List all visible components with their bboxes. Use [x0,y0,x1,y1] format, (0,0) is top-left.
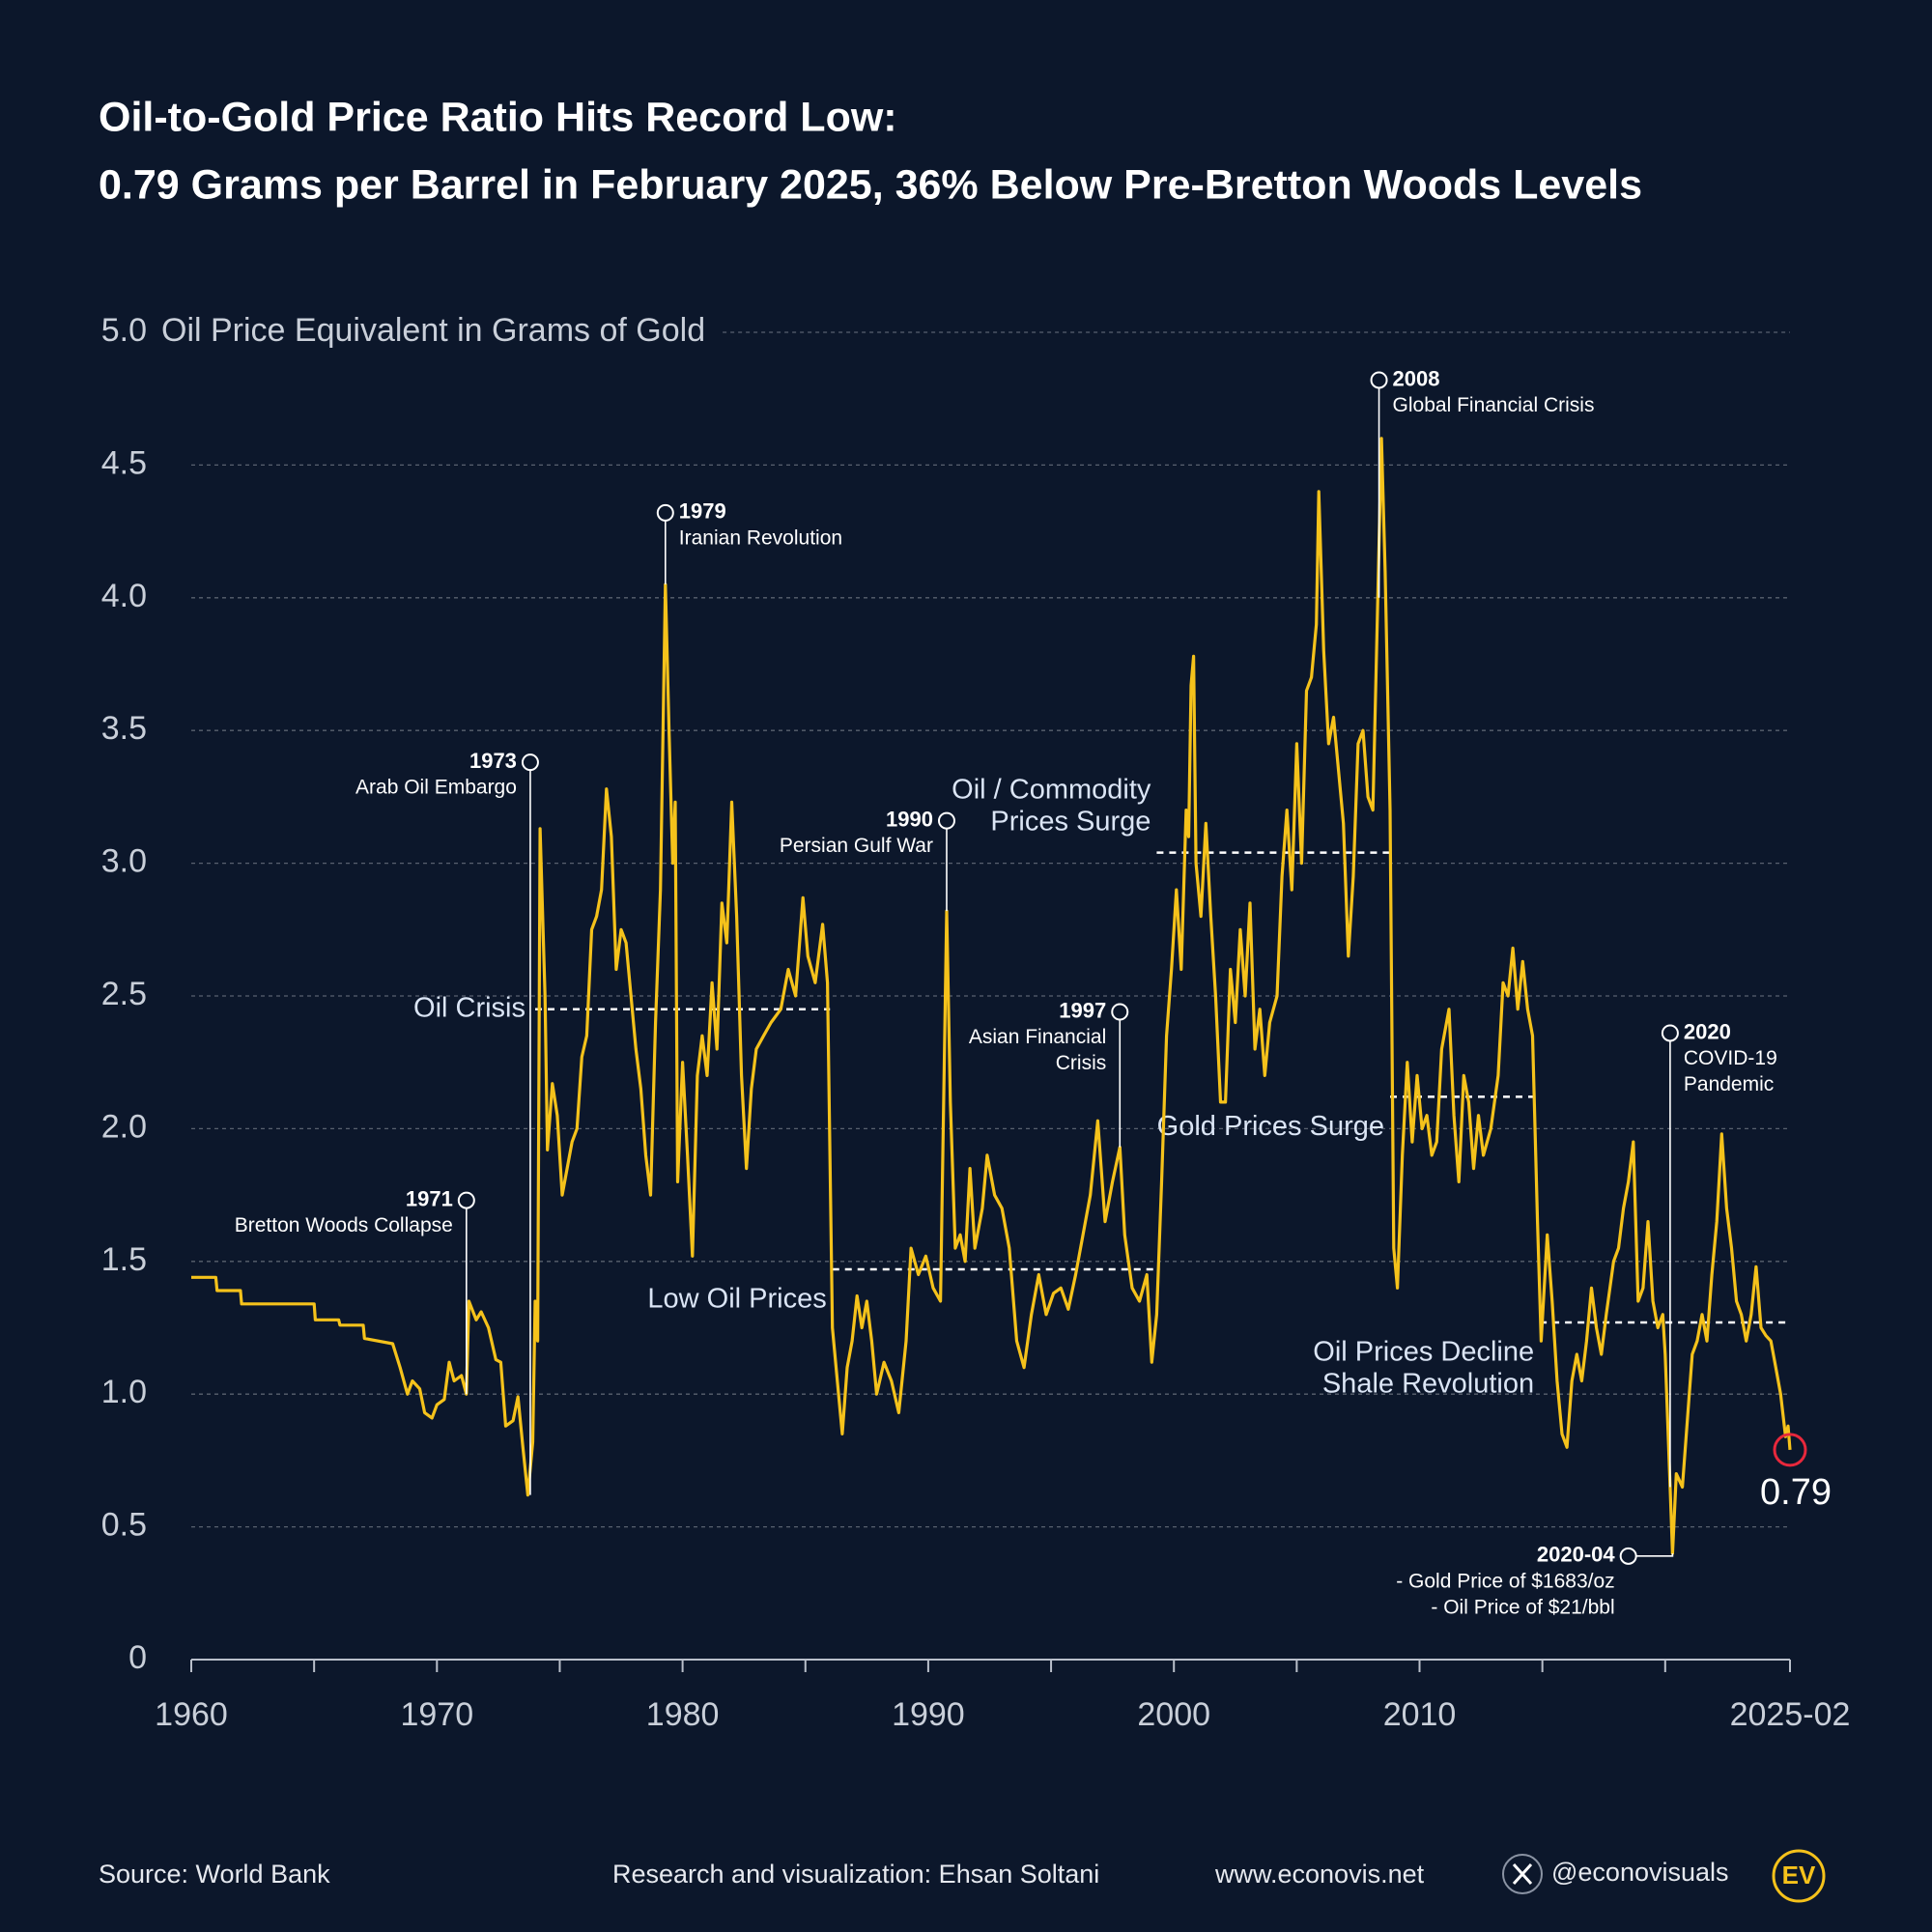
credit: Research and visualization: Ehsan Soltan… [612,1860,1099,1889]
period-label: Oil Prices Decline [1313,1337,1534,1368]
annotation-marker [656,503,674,522]
x-tick-label: 1970 [400,1696,473,1733]
annotation-marker [521,753,539,772]
x-tick-label: 2025-02 [1730,1696,1851,1733]
chart-title: Oil-to-Gold Price Ratio Hits Record Low: [99,94,897,140]
annotation-year: 1973 [469,749,517,773]
annotation-marker [1619,1547,1637,1565]
data-line [191,437,1792,1555]
period-label: Oil / Commodity [952,774,1151,805]
y-tick-label: 1.5 [101,1241,147,1278]
annotation-line [1628,1553,1674,1557]
period-label: Gold Prices Surge [1157,1111,1384,1142]
annotation-marker [457,1191,475,1209]
annotation-text: - Gold Price of $1683/oz [1396,1570,1614,1592]
y-tick-label: 4.0 [101,578,147,614]
period-label: Shale Revolution [1322,1369,1534,1400]
logo: EV [1782,1861,1816,1889]
x-tick-label: 1960 [155,1696,228,1733]
period-label: Low Oil Prices [647,1284,826,1315]
y-tick-label: 1.0 [101,1374,147,1410]
y-axis-label: Oil Price Equivalent in Grams of Gold [161,312,705,349]
x-tick-label: 2010 [1383,1696,1457,1733]
website: www.econovis.net [1214,1860,1425,1889]
period-label: Prices Surge [990,806,1151,837]
period-label: Oil Crisis [413,992,526,1023]
source: Source: World Bank [99,1860,330,1889]
y-tick-label: 2.5 [101,976,147,1012]
y-tick-label: 2.0 [101,1108,147,1145]
annotation-year: 1997 [1059,998,1106,1022]
annotation-text: Iranian Revolution [679,526,842,549]
x-tick-label: 1980 [646,1696,720,1733]
y-tick-label: 4.5 [101,444,147,481]
annotation-text: Bretton Woods Collapse [235,1214,453,1236]
annotation-text: Pandemic [1684,1073,1774,1095]
annotation-year: 2020-04 [1537,1543,1616,1567]
annotation-marker [1370,371,1388,389]
annotation-year: 1979 [679,499,726,524]
last-value-marker [1773,1433,1807,1467]
annotation-year: 2020 [1684,1019,1731,1043]
handle: @econovisuals [1551,1858,1729,1887]
x-tick-label: 1990 [892,1696,965,1733]
y-tick-label: 0.5 [101,1507,147,1544]
annotation-marker [937,811,955,830]
annotation-text: Asian Financial [969,1026,1106,1048]
y-tick-label: 5.0 [101,312,147,349]
annotation-text: Global Financial Crisis [1393,394,1595,416]
annotation-year: 2008 [1393,366,1440,390]
annotation-text: - Oil Price of $21/bbl [1431,1596,1614,1618]
logo-ring [1772,1849,1826,1903]
y-tick-label: 3.0 [101,843,147,880]
y-tick-label: 3.5 [101,710,147,747]
x-tick-label: 2000 [1137,1696,1210,1733]
annotation-year: 1971 [406,1186,453,1210]
annotation-text: Crisis [1056,1052,1107,1074]
annotation-marker [1111,1003,1129,1021]
x-icon [1502,1854,1543,1894]
chart-subtitle: 0.79 Grams per Barrel in February 2025, … [99,161,1642,208]
annotation-year: 1990 [886,807,933,831]
annotation-text: Arab Oil Embargo [355,777,517,799]
annotation-marker [1661,1024,1679,1042]
annotation-text: Persian Gulf War [780,835,933,857]
y-tick-label: 0 [128,1639,147,1676]
annotation-text: COVID-19 [1684,1047,1777,1069]
last-value-label: 0.79 [1760,1472,1832,1513]
